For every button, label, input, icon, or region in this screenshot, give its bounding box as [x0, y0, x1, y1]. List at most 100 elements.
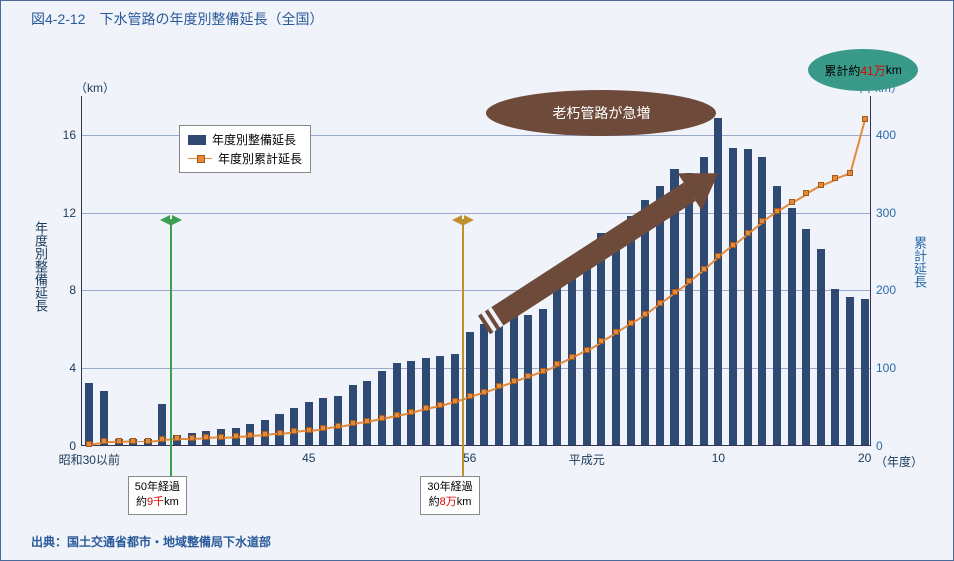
- left-axis-label: 年度別整備延長: [31, 221, 50, 312]
- bar: [685, 173, 693, 445]
- xtick: 20: [858, 445, 871, 465]
- ytick-left: 12: [63, 206, 82, 220]
- x-axis-unit: （年度）: [875, 453, 923, 470]
- line-marker: [613, 329, 619, 335]
- line-marker: [218, 434, 224, 440]
- ytick-left: 8: [69, 283, 82, 297]
- bar-swatch-icon: [188, 135, 206, 145]
- line-marker: [291, 428, 297, 434]
- bar: [363, 381, 371, 445]
- bar: [422, 358, 430, 446]
- bar: [846, 297, 854, 445]
- line-marker: [540, 368, 546, 374]
- ytick-right: 300: [870, 206, 896, 220]
- line-marker: [306, 427, 312, 433]
- line-marker: [496, 383, 502, 389]
- chart-title: 図4-2-12 下水管路の年度別整備延長（全国）: [31, 9, 323, 29]
- line-marker: [657, 300, 663, 306]
- bar: [714, 118, 722, 445]
- legend-line-label: 年度別累計延長: [218, 150, 302, 167]
- bar: [802, 229, 810, 445]
- line-marker: [701, 266, 707, 272]
- bar: [612, 241, 620, 445]
- bar: [466, 332, 474, 445]
- line-marker: [774, 208, 780, 214]
- xtick: 平成元: [569, 445, 605, 468]
- source-text: 出典：国土交通省都市・地域整備局下水道部: [31, 533, 271, 550]
- line-marker: [584, 347, 590, 353]
- line-marker: [394, 412, 400, 418]
- xtick: 45: [302, 445, 315, 465]
- legend-item-line: 年度別累計延長: [188, 149, 302, 168]
- line-marker: [277, 430, 283, 436]
- bar: [319, 398, 327, 445]
- callout-ellipse: 老朽管路が急増: [486, 90, 716, 136]
- ytick-left: 16: [63, 128, 82, 142]
- line-marker: [511, 378, 517, 384]
- line-marker: [759, 218, 765, 224]
- bar: [290, 408, 298, 445]
- ytick-right: 400: [870, 128, 896, 142]
- line-marker: [554, 361, 560, 367]
- line-marker: [481, 389, 487, 395]
- line-marker: [203, 434, 209, 440]
- line-marker: [847, 170, 853, 176]
- line-marker: [408, 409, 414, 415]
- line-marker: [803, 190, 809, 196]
- legend-bar-label: 年度別整備延長: [212, 131, 296, 148]
- line-marker: [730, 242, 736, 248]
- total-badge: 累計約41万km: [808, 49, 918, 91]
- bar: [758, 157, 766, 445]
- line-marker: [145, 438, 151, 444]
- right-axis-label: 累計延長: [910, 236, 929, 288]
- line-marker: [832, 175, 838, 181]
- line-marker: [262, 431, 268, 437]
- xtick: 10: [712, 445, 725, 465]
- bar: [861, 299, 869, 445]
- line-marker: [628, 320, 634, 326]
- line-marker: [423, 405, 429, 411]
- bar: [788, 208, 796, 445]
- line-marker: [335, 423, 341, 429]
- bar: [744, 149, 752, 445]
- chart-frame: 図4-2-12 下水管路の年度別整備延長（全国） （km） （千km） 年度別整…: [0, 0, 954, 561]
- bar: [305, 402, 313, 445]
- line-marker: [818, 182, 824, 188]
- line-marker: [569, 354, 575, 360]
- left-axis-unit: （km）: [75, 79, 115, 96]
- line-marker: [789, 199, 795, 205]
- bar: [334, 396, 342, 445]
- line-marker: [86, 441, 92, 447]
- line-marker: [189, 435, 195, 441]
- legend: 年度別整備延長 年度別累計延長: [179, 125, 311, 173]
- line-marker: [745, 230, 751, 236]
- bar: [627, 216, 635, 445]
- legend-item-bar: 年度別整備延長: [188, 130, 302, 149]
- bar: [407, 361, 415, 445]
- bar: [817, 249, 825, 445]
- line-marker: [715, 253, 721, 259]
- line-marker: [233, 433, 239, 439]
- reference-box: 30年経過約8万km: [420, 476, 479, 515]
- line-marker: [101, 438, 107, 444]
- reference-line: [462, 219, 464, 477]
- bar: [85, 383, 93, 445]
- bar: [480, 324, 488, 445]
- line-marker: [642, 311, 648, 317]
- line-marker: [350, 420, 356, 426]
- line-marker: [159, 436, 165, 442]
- ytick-left: 4: [69, 361, 82, 375]
- line-marker: [452, 398, 458, 404]
- xtick: 昭和30以前: [59, 445, 120, 468]
- bar: [524, 315, 532, 445]
- line-marker: [116, 438, 122, 444]
- line-marker: [379, 415, 385, 421]
- bar: [495, 319, 503, 445]
- line-marker: [862, 116, 868, 122]
- bar: [378, 371, 386, 445]
- line-marker: [247, 432, 253, 438]
- line-marker: [467, 393, 473, 399]
- bar: [349, 385, 357, 445]
- ytick-right: 0: [870, 439, 883, 453]
- line-swatch-icon: [188, 158, 212, 160]
